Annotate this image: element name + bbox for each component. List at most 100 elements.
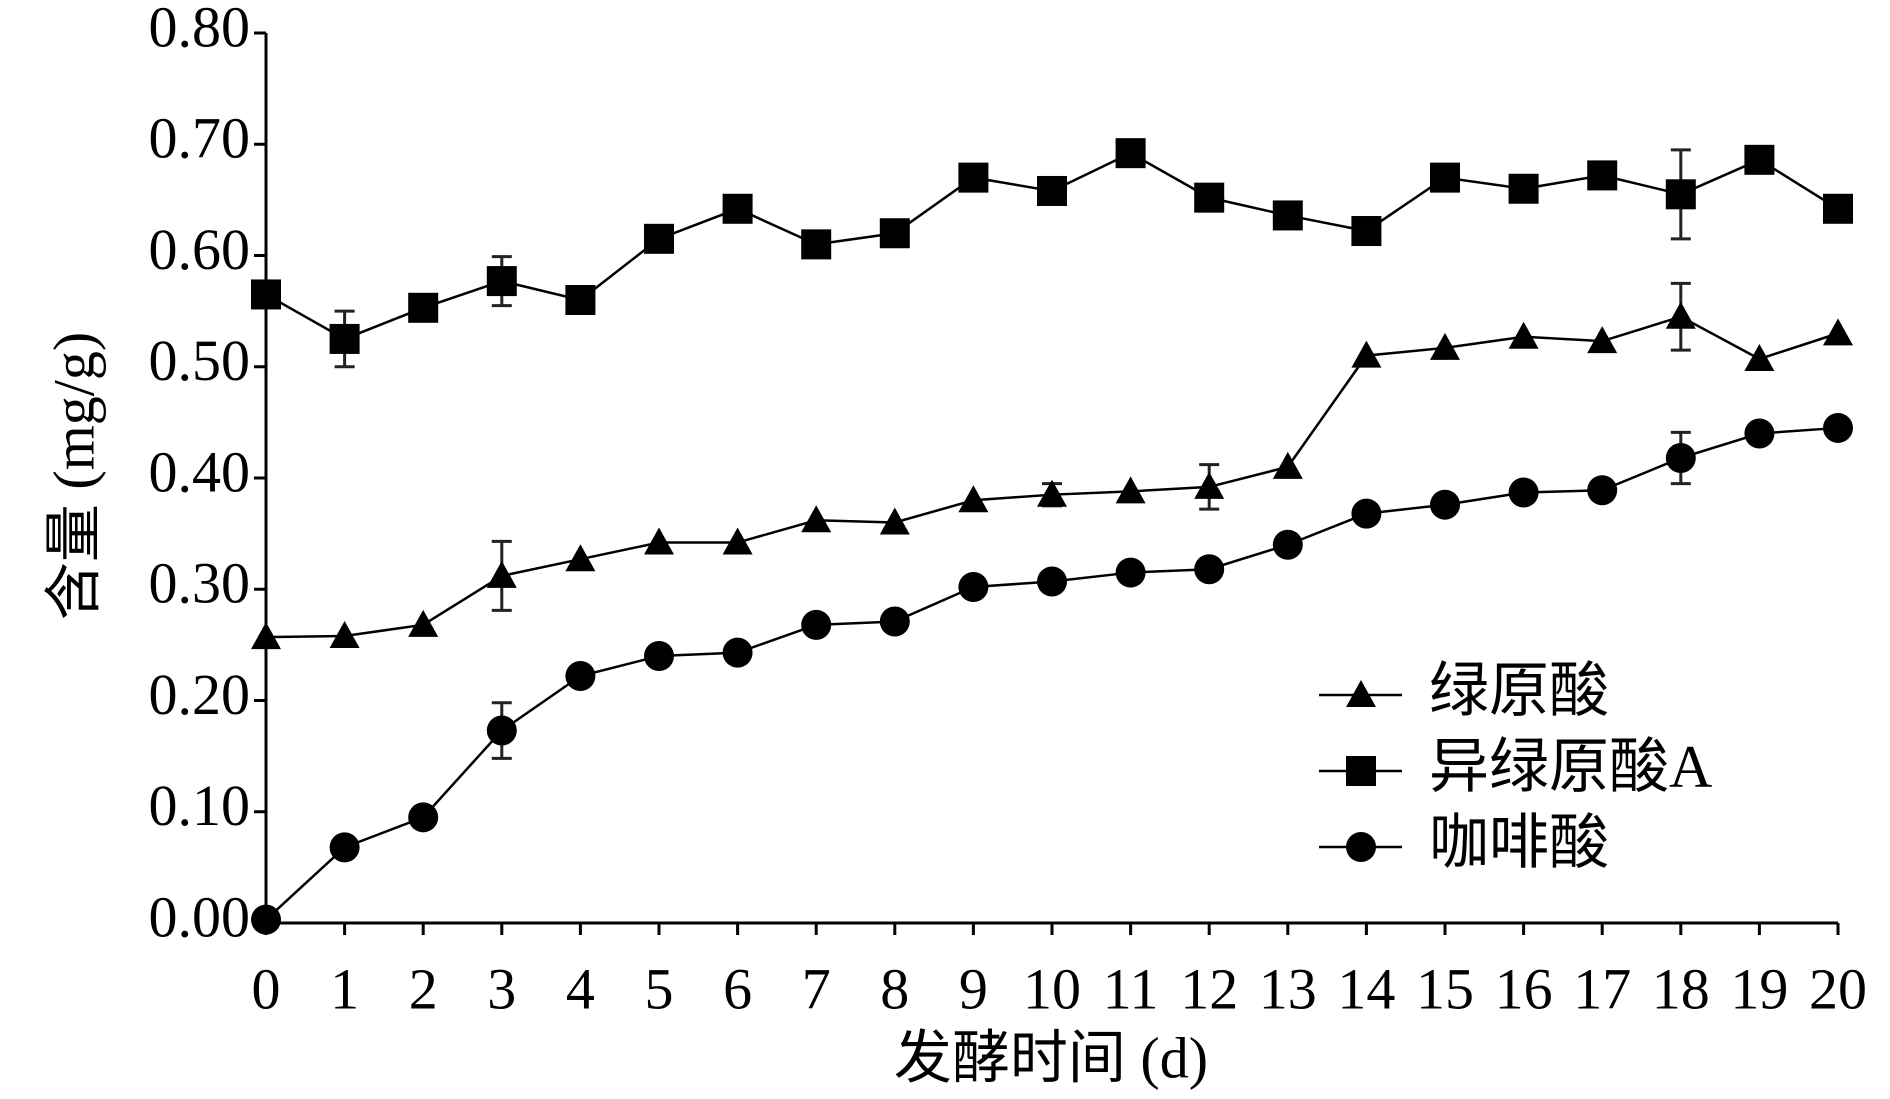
y-tick-label: 0.00 (149, 884, 251, 949)
x-tick-label: 17 (1573, 956, 1631, 1021)
marker (251, 622, 281, 650)
marker (1430, 489, 1460, 520)
marker (1744, 144, 1775, 175)
marker (486, 715, 517, 746)
marker (408, 292, 439, 323)
y-tick-label: 0.40 (149, 439, 251, 504)
marker (1587, 475, 1618, 506)
x-tick-label: 0 (252, 956, 281, 1021)
marker (251, 904, 281, 935)
marker (1351, 216, 1382, 247)
marker (722, 193, 753, 224)
x-tick-label: 9 (959, 956, 988, 1021)
x-tick-label: 4 (566, 956, 595, 1021)
x-tick-label: 19 (1730, 956, 1788, 1021)
x-tick-label: 16 (1495, 956, 1553, 1021)
marker (1508, 173, 1539, 204)
marker (408, 802, 439, 833)
marker (1351, 340, 1382, 368)
marker (644, 527, 674, 555)
marker (1508, 477, 1539, 508)
marker (801, 505, 832, 533)
marker (1665, 301, 1696, 329)
x-tick-label: 5 (645, 956, 674, 1021)
x-tick-label: 20 (1809, 956, 1867, 1021)
marker (1430, 162, 1460, 193)
x-tick-label: 1 (330, 956, 359, 1021)
x-tick-label: 15 (1416, 956, 1474, 1021)
legend-label: 异绿原酸A (1429, 734, 1712, 800)
y-tick-label: 0.30 (149, 551, 251, 616)
marker (1194, 554, 1225, 585)
marker (1351, 498, 1382, 529)
marker (801, 229, 832, 260)
marker (879, 507, 910, 535)
marker (1194, 182, 1225, 213)
x-tick-label: 11 (1103, 956, 1159, 1021)
marker (565, 544, 596, 572)
marker (408, 609, 439, 637)
marker (1587, 326, 1618, 354)
x-tick-label: 12 (1180, 956, 1238, 1021)
marker (1665, 179, 1696, 210)
marker (644, 641, 674, 671)
marker (1744, 343, 1775, 371)
marker (329, 832, 360, 863)
legend-label: 咖啡酸 (1429, 810, 1609, 876)
x-axis-title: 发酵时间 (d) (894, 1025, 1208, 1090)
marker (1115, 138, 1146, 169)
marker (1115, 476, 1146, 504)
marker (565, 285, 596, 315)
x-tick-label: 7 (802, 956, 831, 1021)
marker (1823, 412, 1853, 443)
marker (1744, 418, 1775, 449)
marker (486, 560, 517, 588)
x-tick-label: 13 (1259, 956, 1317, 1021)
y-tick-label: 0.60 (149, 217, 251, 282)
marker (644, 223, 674, 254)
marker (1272, 451, 1303, 479)
marker (1115, 557, 1146, 588)
x-tick-label: 2 (409, 956, 438, 1021)
marker (1037, 175, 1067, 206)
y-tick-label: 0.70 (149, 106, 251, 171)
marker (1587, 160, 1618, 191)
marker (1823, 318, 1853, 346)
marker (1272, 200, 1303, 231)
marker (1823, 193, 1853, 224)
marker (879, 606, 910, 637)
marker (1508, 321, 1539, 349)
y-tick-label: 0.80 (149, 0, 251, 59)
x-tick-label: 8 (880, 956, 909, 1021)
x-tick-label: 3 (487, 956, 516, 1021)
x-tick-label: 14 (1337, 956, 1395, 1021)
legend-marker (1346, 756, 1376, 786)
marker (565, 661, 596, 692)
marker (1665, 442, 1696, 473)
marker (722, 637, 753, 668)
x-tick-label: 6 (723, 956, 752, 1021)
marker (1430, 332, 1460, 360)
marker (1037, 566, 1067, 597)
marker (251, 279, 281, 310)
marker (1272, 529, 1303, 560)
marker (329, 323, 360, 354)
y-tick-label: 0.50 (149, 328, 251, 393)
marker (1194, 471, 1225, 499)
marker (958, 485, 989, 513)
x-tick-label: 18 (1652, 956, 1710, 1021)
marker (958, 572, 989, 603)
marker (801, 609, 832, 640)
marker (879, 218, 910, 249)
marker (722, 527, 753, 555)
marker (486, 266, 517, 297)
marker (329, 620, 360, 648)
legend-label: 绿原酸 (1429, 658, 1609, 724)
y-tick-label: 0.10 (149, 773, 251, 838)
legend-marker (1346, 832, 1376, 862)
legend-marker (1346, 680, 1376, 707)
marker (1037, 479, 1067, 507)
y-axis-title: 含量 (mg/g) (41, 332, 106, 620)
marker (958, 162, 989, 193)
